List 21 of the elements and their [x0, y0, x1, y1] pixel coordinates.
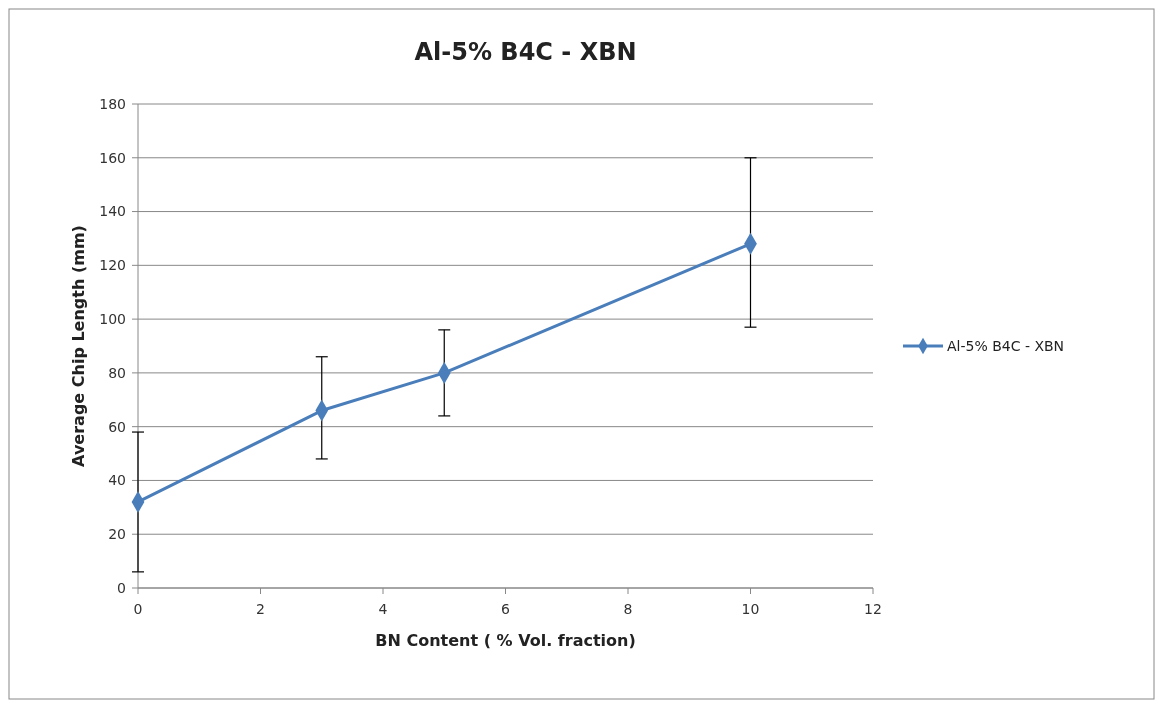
y-tick-label: 0 — [117, 579, 126, 596]
x-tick-label: 2 — [256, 601, 265, 617]
legend-label: Al-5% B4C - XBN — [947, 337, 1065, 354]
y-tick-label: 120 — [99, 257, 126, 274]
y-tick-label: 80 — [108, 364, 126, 381]
x-axis-title: BN Content ( % Vol. fraction) — [375, 631, 636, 650]
y-tick-label: 160 — [99, 149, 126, 166]
x-tick-label: 10 — [741, 601, 760, 617]
x-tick-label: 4 — [378, 601, 388, 617]
chart-title: Al-5% B4C - XBN — [414, 38, 637, 66]
y-tick-label: 60 — [108, 418, 126, 435]
y-tick-label: 20 — [108, 526, 126, 543]
y-tick-label: 100 — [99, 311, 126, 328]
y-tick-label: 180 — [99, 95, 126, 112]
x-tick-label: 8 — [623, 601, 633, 617]
y-tick-label: 140 — [99, 203, 126, 220]
x-tick-label: 6 — [501, 601, 511, 617]
x-tick-label: 0 — [133, 601, 143, 617]
x-tick-label: 12 — [864, 601, 882, 617]
y-tick-label: 40 — [108, 472, 126, 489]
y-axis-title: Average Chip Length (mm) — [69, 225, 88, 467]
